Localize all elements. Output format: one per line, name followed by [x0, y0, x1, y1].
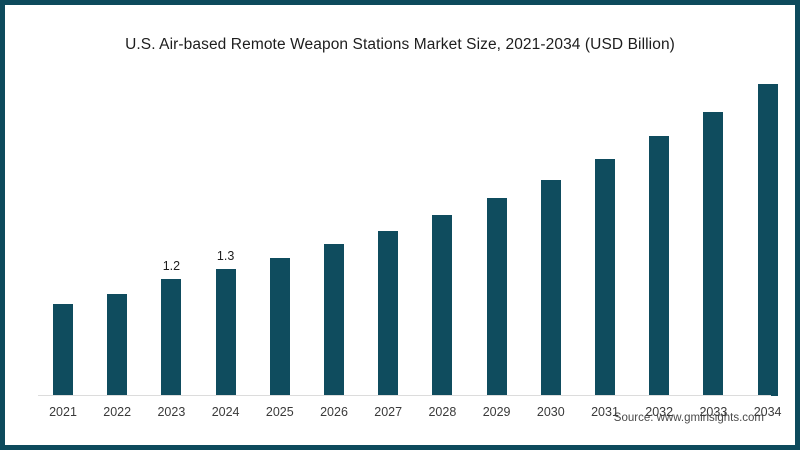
bar-value-label: 1.2	[162, 259, 181, 274]
bar[interactable]	[757, 84, 778, 396]
bar[interactable]	[432, 214, 453, 396]
x-axis-tick-label: 2030	[536, 405, 565, 419]
bar-group	[37, 65, 89, 396]
x-axis-tick-label: 2034	[753, 405, 782, 419]
x-axis-tick-label: 2021	[49, 405, 77, 419]
bar-group	[91, 65, 143, 396]
chart-title: U.S. Air-based Remote Weapon Stations Ma…	[125, 36, 675, 53]
x-axis-tick-label: 2023	[157, 405, 186, 419]
x-axis-tick-label: 2025	[265, 405, 294, 419]
x-axis-tick-label: 2031	[591, 405, 619, 419]
x-axis-tick-label: 2029	[482, 405, 511, 419]
bar-group	[525, 65, 577, 396]
x-axis-tick-label: 2022	[103, 405, 132, 419]
x-axis-tick-label: 2026	[320, 405, 348, 419]
bar-group	[362, 65, 414, 396]
x-axis-tick-label: 2032	[645, 405, 674, 419]
bar-group: 1.2	[145, 65, 197, 396]
x-axis-tick-label: 2028	[428, 405, 457, 419]
bar-group	[633, 65, 685, 396]
bar-group	[471, 65, 523, 396]
bar[interactable]	[53, 303, 73, 396]
bar-group	[687, 65, 739, 396]
bar-group	[579, 65, 631, 396]
bar[interactable]	[540, 179, 561, 396]
bar[interactable]	[486, 198, 507, 396]
x-axis-tick-label: 2024	[211, 405, 240, 419]
bar-group: 1.3	[200, 65, 252, 396]
bar[interactable]	[269, 257, 290, 396]
bar-group	[254, 65, 306, 396]
bar[interactable]	[215, 269, 236, 396]
bar[interactable]	[161, 279, 182, 396]
x-axis-tick-label: 2027	[374, 405, 403, 419]
bar[interactable]	[107, 293, 128, 396]
bar[interactable]	[649, 136, 670, 396]
bar-value-label: 1.3	[216, 249, 235, 264]
bar[interactable]	[324, 244, 344, 396]
x-axis-tick-label: 2033	[699, 405, 728, 419]
x-axis-line	[38, 395, 771, 396]
plot-area: 1.2 1.3	[37, 65, 778, 396]
bar[interactable]	[595, 159, 615, 396]
bar-group	[742, 65, 794, 396]
bar[interactable]	[703, 111, 724, 396]
bar[interactable]	[378, 231, 399, 396]
bar-group	[308, 65, 360, 396]
source-attribution: Source: www.gminsights.com	[613, 412, 764, 424]
bar-group	[416, 65, 468, 396]
